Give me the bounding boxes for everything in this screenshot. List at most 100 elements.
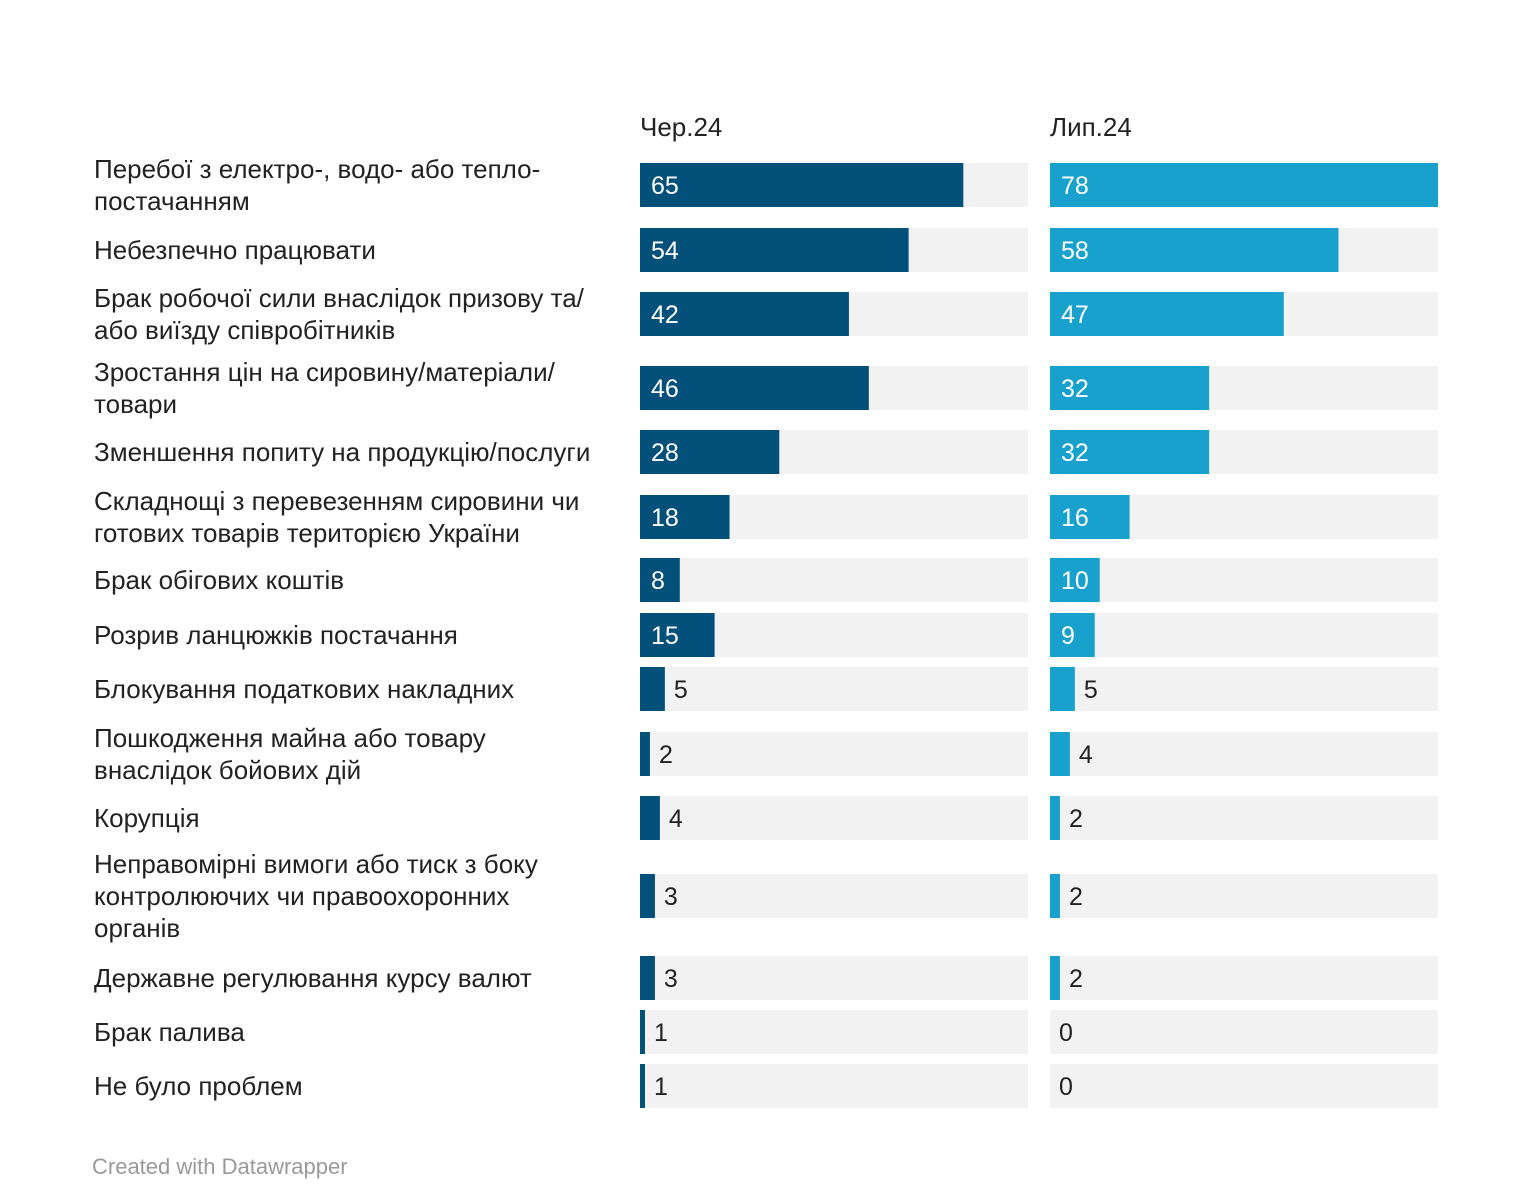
- bar-track: [1050, 874, 1438, 918]
- bar: [640, 366, 869, 410]
- bar: [640, 163, 964, 207]
- data-label: 5: [1084, 676, 1098, 704]
- category-label: внаслідок бойових дій: [94, 755, 361, 785]
- category-label: Блокування податкових накладних: [94, 674, 514, 704]
- bar-track: [1050, 956, 1438, 1000]
- data-label: 32: [1061, 439, 1089, 467]
- bar: [1050, 732, 1070, 776]
- bar: [640, 1064, 645, 1108]
- bar: [1050, 667, 1075, 711]
- bar-track: [1050, 1010, 1438, 1054]
- bar: [640, 228, 909, 272]
- bar: [640, 495, 730, 539]
- data-label: 0: [1059, 1019, 1073, 1047]
- bar: [1050, 495, 1130, 539]
- data-label: 2: [659, 741, 673, 769]
- category-label: товари: [94, 389, 177, 419]
- data-label: 4: [669, 805, 683, 833]
- category-label: Пошкодження майна або товару: [94, 723, 486, 753]
- bar-track: [1050, 667, 1438, 711]
- bar-track: [640, 874, 1028, 918]
- data-label: 1: [654, 1019, 668, 1047]
- category-label: контролюючих чи правоохоронних: [94, 881, 509, 911]
- data-label: 46: [651, 375, 679, 403]
- bar: [640, 613, 715, 657]
- bar: [640, 796, 660, 840]
- bar-track: [640, 1010, 1028, 1054]
- category-label: Зменшення попиту на продукцію/послуги: [94, 437, 590, 467]
- data-label: 78: [1061, 172, 1089, 200]
- data-label: 3: [664, 965, 678, 993]
- data-label: 15: [651, 622, 679, 650]
- bar-track: [1050, 613, 1438, 657]
- bar: [1050, 613, 1095, 657]
- column-header-1: Чер.24: [640, 112, 722, 142]
- category-label: Державне регулювання курсу валют: [94, 963, 532, 993]
- column-header-2: Лип.24: [1050, 112, 1132, 142]
- data-label: 2: [1069, 883, 1083, 911]
- bar: [640, 874, 655, 918]
- category-label: Не було проблем: [94, 1071, 303, 1101]
- bar-track: [640, 732, 1028, 776]
- data-label: 16: [1061, 504, 1089, 532]
- bar-track: [1050, 732, 1438, 776]
- category-label: Неправомірні вимоги або тиск з боку: [94, 849, 538, 879]
- category-label: постачанням: [94, 186, 250, 216]
- data-label: 5: [674, 676, 688, 704]
- data-label: 9: [1061, 622, 1075, 650]
- category-label: готових товарів територією України: [94, 518, 520, 548]
- category-label: органів: [94, 913, 180, 943]
- credit-text[interactable]: Created with Datawrapper: [92, 1154, 348, 1179]
- data-label: 58: [1061, 237, 1089, 265]
- category-label: Зростання цін на сировину/матеріали/: [94, 357, 556, 387]
- category-label: Складнощі з перевезенням сировини чи: [94, 486, 579, 516]
- category-label: Брак робочої сили внаслідок призову та/: [94, 283, 585, 313]
- category-label: Перебої з електро-, водо- або тепло-: [94, 154, 540, 184]
- category-label: Розрив ланцюжків постачання: [94, 620, 458, 650]
- bar-track: [640, 1064, 1028, 1108]
- bar: [640, 558, 680, 602]
- category-label: Корупція: [94, 803, 200, 833]
- bar-track: [640, 956, 1028, 1000]
- bar: [640, 732, 650, 776]
- category-label: або виїзду співробітників: [94, 315, 395, 345]
- data-label: 1: [654, 1073, 668, 1101]
- category-label: Брак обігових коштів: [94, 565, 344, 595]
- bar: [1050, 558, 1100, 602]
- bar: [1050, 366, 1210, 410]
- bar: [1050, 796, 1060, 840]
- bar: [1050, 874, 1060, 918]
- data-label: 10: [1061, 567, 1089, 595]
- data-label: 3: [664, 883, 678, 911]
- bar: [1050, 430, 1210, 474]
- category-label: Небезпечно працювати: [94, 235, 376, 265]
- data-label: 54: [651, 237, 679, 265]
- data-label: 2: [1069, 965, 1083, 993]
- data-label: 2: [1069, 805, 1083, 833]
- bar: [640, 1010, 645, 1054]
- bar-track: [640, 558, 1028, 602]
- bar-track: [1050, 558, 1438, 602]
- data-label: 28: [651, 439, 679, 467]
- bar-track: [1050, 1064, 1438, 1108]
- bar: [1050, 163, 1438, 207]
- bar: [1050, 292, 1284, 336]
- data-label: 4: [1079, 741, 1093, 769]
- bar-track: [1050, 796, 1438, 840]
- data-label: 42: [651, 301, 679, 329]
- data-label: 47: [1061, 301, 1089, 329]
- bar: [640, 292, 849, 336]
- data-label: 18: [651, 504, 679, 532]
- bar: [1050, 228, 1339, 272]
- bar: [640, 667, 665, 711]
- data-label: 8: [651, 567, 665, 595]
- bar: [640, 430, 780, 474]
- data-label: 65: [651, 172, 679, 200]
- bar: [640, 956, 655, 1000]
- bar: [1050, 956, 1060, 1000]
- data-label: 0: [1059, 1073, 1073, 1101]
- bar-track: [640, 667, 1028, 711]
- category-label: Брак палива: [94, 1017, 245, 1047]
